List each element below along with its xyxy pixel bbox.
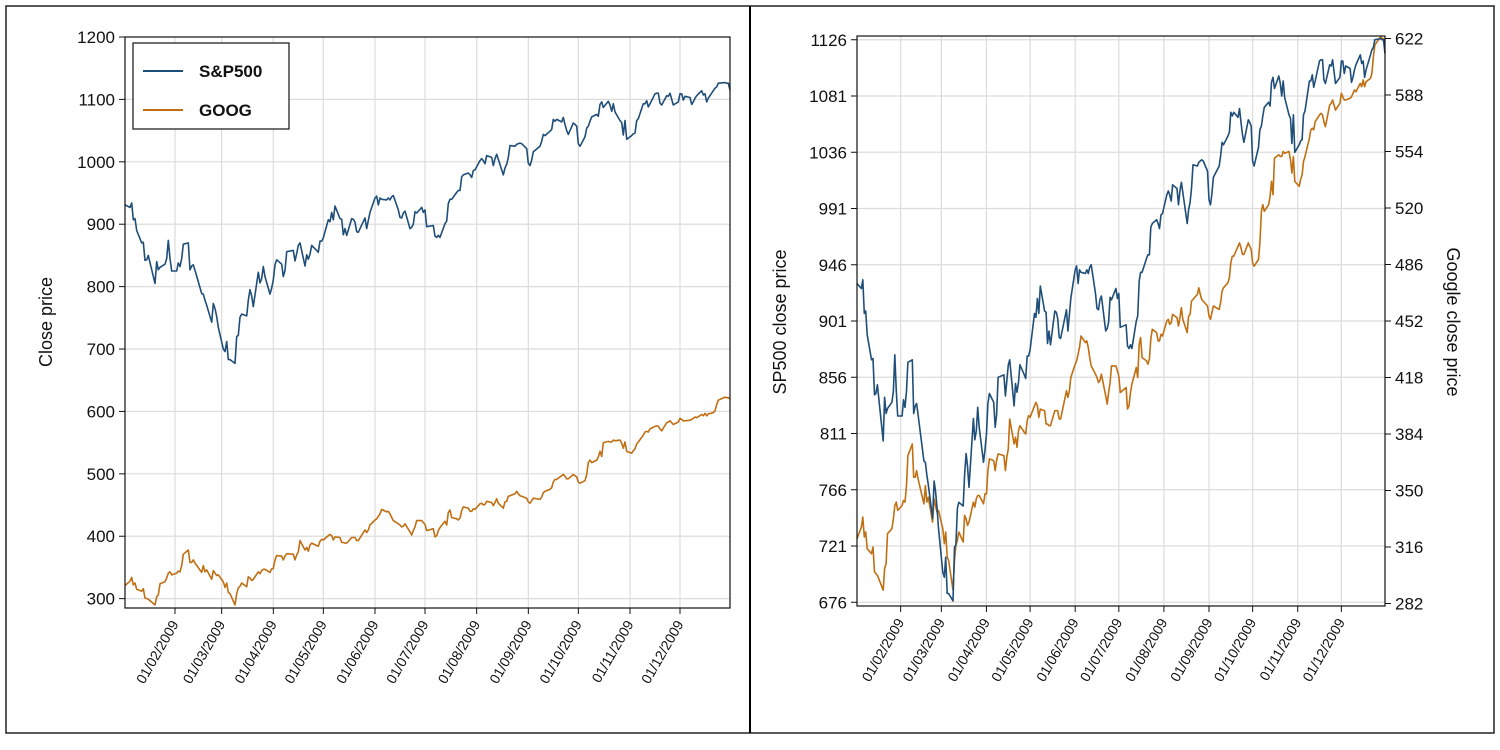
right-right-y-axis-title: Google close price: [1443, 247, 1463, 396]
legend-label-sp500: S&P500: [199, 62, 262, 81]
right-x-tick-label: 01/05/2009: [988, 615, 1037, 684]
right-left-y-tick-label: 1126: [810, 31, 847, 50]
left-x-tick-label: 01/04/2009: [231, 617, 280, 686]
right-left-y-tick-label: 901: [819, 312, 847, 331]
right-right-y-tick-label: 520: [1395, 199, 1423, 218]
right-left-y-tick-label: 1081: [809, 87, 847, 106]
left-chart: 1200 1100 1000 900 800 700 600 500 400 300 01/02/…: [36, 28, 731, 686]
left-y-axis-title: Close price: [36, 277, 56, 367]
right-x-tick-label: 01/08/2009: [1122, 615, 1171, 684]
right-right-y-tick-label: 622: [1395, 29, 1423, 48]
right-right-y-tick-label: 554: [1395, 142, 1423, 161]
right-left-y-tick-label: 676: [819, 593, 847, 612]
right-x-tick-label: 01/06/2009: [1033, 615, 1082, 684]
left-series-sp500-line: [124, 81, 731, 365]
right-right-y-tick-label: 316: [1395, 538, 1423, 557]
legend-label-goog: GOOG: [199, 101, 252, 120]
left-grid: [125, 37, 730, 608]
right-left-y-tick-label: 946: [819, 256, 847, 275]
right-left-y-axis-title: SP500 close price: [770, 249, 790, 394]
right-x-tick-label: 01/07/2009: [1077, 615, 1126, 684]
right-left-y-tick-label: 991: [819, 200, 847, 219]
right-right-y-tick-label: 282: [1395, 595, 1423, 614]
right-right-y-tick-label: 418: [1395, 369, 1423, 388]
right-left-y-tick-label: 721: [819, 537, 847, 556]
right-x-tick-label: 01/12/2009: [1299, 615, 1348, 684]
right-left-y-axis: 1126 1081 1036 991 946 901 856 811 766 721 676: [809, 31, 857, 612]
left-x-tick-label: 01/05/2009: [281, 617, 330, 686]
left-y-tick-label: 800: [87, 278, 115, 297]
left-x-tick-label: 01/09/2009: [486, 617, 535, 686]
right-x-tick-label: 01/11/2009: [1256, 615, 1304, 683]
left-x-tick-label: 01/03/2009: [179, 617, 228, 686]
right-left-y-tick-label: 1036: [809, 143, 847, 162]
right-series-goog-line: [856, 36, 1386, 591]
left-y-tick-label: 1100: [78, 90, 115, 109]
left-x-tick-label: 01/07/2009: [383, 617, 432, 686]
right-series-sp500-line: [856, 37, 1386, 602]
right-x-tick-label: 01/09/2009: [1167, 615, 1216, 684]
left-y-axis: 1200 1100 1000 900 800 700 600 500 400 300: [77, 28, 125, 609]
right-grid: [857, 36, 1385, 606]
right-right-y-tick-label: 452: [1395, 312, 1423, 331]
right-chart: 1126 1081 1036 991 946 901 856 811 766 721 676 622…: [770, 29, 1463, 684]
right-right-y-tick-label: 350: [1395, 482, 1423, 501]
right-left-y-tick-label: 856: [819, 368, 847, 387]
right-x-tick-label: 01/03/2009: [899, 615, 948, 684]
left-x-tick-label: 01/02/2009: [133, 617, 182, 686]
right-x-axis: 01/02/200901/03/200901/04/200901/05/2009…: [858, 606, 1348, 684]
legend: S&P500 GOOG: [132, 42, 290, 130]
left-series-goog-line: [124, 396, 731, 606]
right-x-tick-label: 01/10/2009: [1210, 615, 1259, 684]
right-right-y-tick-label: 588: [1395, 86, 1423, 105]
left-y-tick-label: 400: [87, 527, 115, 546]
left-y-tick-label: 300: [87, 590, 115, 609]
right-left-y-tick-label: 811: [820, 425, 847, 444]
left-plot-frame: [124, 36, 731, 609]
right-right-y-tick-label: 486: [1395, 255, 1423, 274]
left-y-tick-label: 900: [87, 215, 115, 234]
left-x-tick-label: 01/10/2009: [536, 617, 585, 686]
legend-box: [132, 42, 290, 130]
left-y-tick-label: 600: [87, 402, 115, 421]
right-right-y-tick-label: 384: [1395, 425, 1423, 444]
left-y-tick-label: 1200: [77, 28, 115, 47]
left-x-tick-label: 01/12/2009: [638, 617, 687, 686]
left-series: [124, 81, 731, 606]
left-x-tick-label: 01/06/2009: [333, 617, 382, 686]
right-series: [856, 36, 1386, 602]
left-x-tick-label: 01/08/2009: [434, 617, 483, 686]
left-y-tick-label: 700: [87, 340, 115, 359]
right-left-y-tick-label: 766: [819, 481, 847, 500]
left-x-tick-label: 01/11/2009: [588, 617, 636, 685]
right-right-y-axis: 622 588 554 520 486 452 418 384 350 316 282: [1385, 29, 1423, 614]
left-y-tick-label: 500: [87, 465, 115, 484]
left-y-tick-label: 1000: [77, 153, 115, 172]
right-x-tick-label: 01/04/2009: [944, 615, 993, 684]
